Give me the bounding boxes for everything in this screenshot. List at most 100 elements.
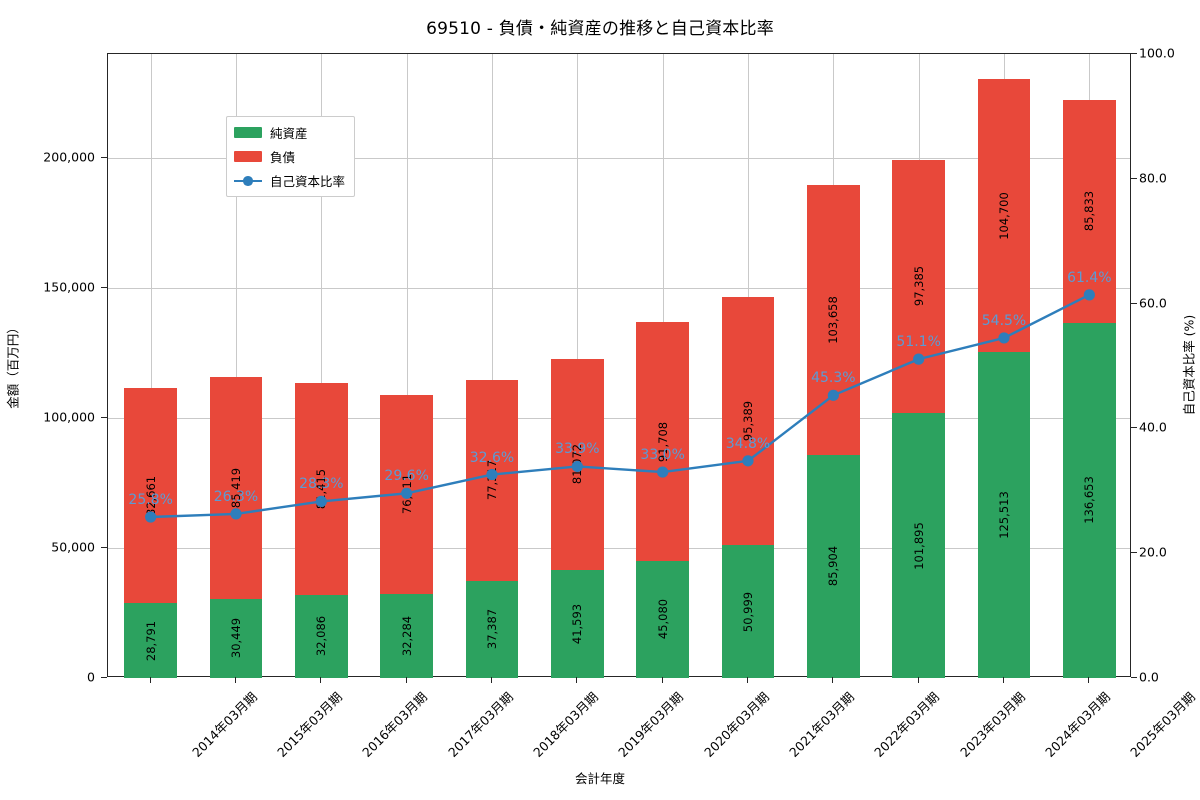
bar-segment-liabilities[interactable] — [465, 379, 519, 581]
legend-item-label: 負債 — [270, 150, 296, 165]
y-tick-label-left: 200,000 — [43, 149, 95, 165]
gridline-vertical — [321, 54, 323, 676]
legend-item-label: 自己資本比率 — [270, 174, 346, 189]
x-tick-label: 2024年03月期 — [1042, 689, 1113, 760]
bar-segment-equity[interactable] — [1062, 322, 1116, 678]
bar-segment-equity[interactable] — [465, 580, 519, 678]
ratio-value-label: 45.3% — [811, 370, 856, 387]
bar-segment-equity[interactable] — [977, 351, 1031, 678]
x-tick-label: 2020年03月期 — [700, 689, 772, 760]
x-tick-mark — [832, 677, 834, 683]
liabilities-color-swatch — [234, 151, 262, 162]
gridline — [108, 548, 1130, 549]
y-tick-label-left: 0 — [87, 669, 95, 685]
y-tick-label-left: 100,000 — [43, 409, 95, 425]
bar-segment-equity[interactable] — [294, 594, 348, 678]
y-tick-mark-left — [101, 547, 107, 548]
gridline-vertical — [406, 54, 408, 676]
y-tick-label-right: 60.0 — [1139, 295, 1167, 311]
plot-area: 28,791 82,661 30,449 85,419 32,086 81,415 32,2… — [107, 53, 1131, 678]
bar-segment-liabilities[interactable] — [209, 376, 263, 599]
legend-item-equity-ratio: 自己資本比率 — [234, 171, 345, 190]
ratio-trend-line — [150, 293, 1090, 519]
ratio-data-point[interactable] — [401, 487, 413, 499]
legend-item-liabilities: 負債 — [234, 147, 345, 166]
x-tick-label: 2025年03月期 — [1127, 689, 1199, 760]
equity-color-swatch — [234, 127, 262, 138]
gridline — [108, 288, 1130, 289]
x-tick-mark — [491, 677, 492, 683]
y-tick-mark-left — [101, 417, 107, 418]
ratio-value-label: 32.6% — [469, 449, 515, 466]
ratio-data-point[interactable] — [742, 455, 754, 467]
ratio-data-point[interactable] — [145, 511, 157, 523]
y-tick-label-right: 80.0 — [1139, 170, 1167, 186]
bar-segment-liabilities[interactable] — [977, 79, 1031, 352]
y-tick-mark-left — [101, 157, 107, 158]
ratio-data-point[interactable] — [571, 460, 583, 473]
ratio-value-label: 33.0% — [640, 447, 685, 464]
bar-segment-equity[interactable] — [721, 545, 775, 678]
ratio-data-point[interactable] — [913, 353, 925, 365]
ratio-value-label: 26.3% — [213, 488, 259, 505]
bar-segment-liabilities[interactable] — [294, 382, 348, 595]
y-tick-mark-left — [101, 677, 107, 678]
ratio-data-point[interactable] — [657, 466, 669, 478]
y-tick-label-right: 0.0 — [1139, 669, 1159, 685]
y-tick-label-right: 40.0 — [1139, 419, 1167, 435]
bar-segment-equity[interactable] — [124, 603, 178, 678]
ratio-line-layer — [145, 289, 1095, 523]
bar-segment-liabilities[interactable] — [124, 388, 178, 604]
y-tick-label-right: 100.0 — [1139, 45, 1175, 61]
ratio-data-point[interactable] — [315, 495, 327, 508]
bar-segment-equity[interactable] — [806, 454, 860, 678]
y-tick-label-right: 20.0 — [1139, 544, 1167, 560]
y-axis-title-left: 金額（百万円） — [5, 321, 21, 409]
ratio-value-label: 33.9% — [555, 441, 600, 458]
bar-segment-equity[interactable] — [550, 569, 604, 678]
x-tick-mark — [1003, 677, 1004, 683]
gridline-vertical — [492, 54, 493, 676]
x-tick-mark — [320, 677, 322, 683]
x-tick-mark — [149, 677, 151, 683]
x-tick-label: 2015年03月期 — [274, 689, 345, 760]
x-tick-label: 2019年03月期 — [615, 689, 687, 760]
bar-segment-equity[interactable] — [209, 598, 263, 678]
x-tick-mark — [405, 677, 407, 683]
ratio-value-label: 51.1% — [896, 334, 941, 351]
y-tick-mark-left — [101, 287, 107, 288]
ratio-data-point[interactable] — [827, 389, 839, 401]
ratio-value-label: 61.4% — [1067, 269, 1112, 286]
bar-segment-equity[interactable] — [636, 560, 690, 678]
ratio-value-label: 34.8% — [725, 435, 771, 452]
gridline-vertical — [236, 54, 237, 676]
ratio-data-point[interactable] — [486, 468, 498, 481]
x-tick-mark — [235, 677, 236, 683]
y-tick-mark-right — [1131, 302, 1137, 304]
ratio-data-point[interactable] — [230, 508, 242, 520]
x-tick-label: 2014年03月期 — [188, 689, 260, 760]
bar-segment-liabilities[interactable] — [892, 159, 946, 414]
equity-ratio-line-marker — [234, 175, 262, 186]
y-tick-mark-right — [1131, 427, 1137, 429]
bar-segment-equity[interactable] — [380, 594, 434, 678]
bar-segment-equity[interactable] — [892, 413, 946, 678]
ratio-value-label: 28.3% — [299, 476, 344, 493]
legend-item-equity: 純資産 — [234, 123, 345, 142]
gridline — [108, 418, 1130, 419]
ratio-data-point[interactable] — [998, 332, 1010, 344]
y-tick-label-left: 150,000 — [43, 279, 95, 295]
bar-segment-liabilities[interactable] — [1062, 99, 1116, 323]
bar-segment-liabilities[interactable] — [721, 297, 775, 546]
ratio-data-point[interactable] — [1083, 289, 1095, 301]
bar-segment-liabilities[interactable] — [636, 322, 690, 561]
x-tick-label: 2018年03月期 — [530, 689, 601, 760]
y-axis-title-right: 自己資本比率 (%) — [1181, 314, 1197, 416]
x-axis-title: 会計年度 — [574, 771, 625, 786]
gridline — [108, 158, 1130, 159]
x-tick-label: 2023年03月期 — [956, 689, 1028, 760]
page-title: 69510 - 負債・純資産の推移と自己資本比率 — [426, 19, 774, 39]
x-tick-label: 2021年03月期 — [786, 689, 857, 760]
x-tick-mark — [747, 677, 748, 683]
